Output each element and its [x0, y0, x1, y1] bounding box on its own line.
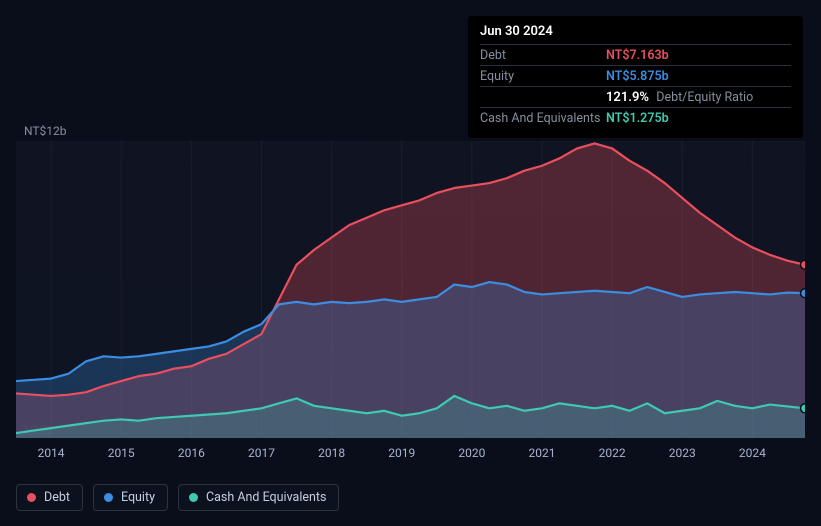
x-axis-tick: 2017: [248, 446, 275, 460]
x-axis-tick: 2022: [599, 446, 626, 460]
x-axis-tick: 2023: [669, 446, 696, 460]
tooltip-value: NT$7.163b: [606, 48, 669, 63]
tooltip-value: NT$5.875b: [606, 69, 669, 84]
tooltip-row-equity: Equity NT$5.875b: [480, 65, 791, 86]
tooltip-label: Cash And Equivalents: [480, 111, 606, 126]
x-axis-tick: 2024: [739, 446, 766, 460]
legend-label: Cash And Equivalents: [206, 490, 326, 505]
legend-label: Equity: [121, 490, 155, 505]
tooltip-ratio-pct: 121.9%: [606, 90, 649, 105]
x-axis-tick: 2014: [38, 446, 65, 460]
tooltip-label: [480, 90, 606, 105]
debt-dot-icon: [27, 493, 36, 502]
tooltip-row-cash: Cash And Equivalents NT$1.275b: [480, 107, 791, 128]
equity-dot-icon: [104, 493, 113, 502]
x-axis-tick: 2016: [178, 446, 205, 460]
legend-item-debt[interactable]: Debt: [16, 484, 83, 511]
x-axis-tick: 2019: [388, 446, 415, 460]
cash-dot-icon: [189, 493, 198, 502]
x-axis-tick: 2015: [108, 446, 135, 460]
tooltip-label: Debt: [480, 48, 606, 63]
tooltip-row-debt: Debt NT$7.163b: [480, 44, 791, 65]
tooltip-ratio-label: Debt/Equity Ratio: [656, 90, 753, 105]
tooltip-value: NT$1.275b: [606, 111, 669, 126]
x-axis: 2014 2015 2016 2017 2018 2019 2020 2021 2022 2023…: [16, 446, 805, 466]
legend-label: Debt: [44, 490, 70, 505]
tooltip-label: Equity: [480, 69, 606, 84]
x-axis-tick: 2018: [318, 446, 345, 460]
tooltip-row-ratio: 121.9% Debt/Equity Ratio: [480, 86, 791, 107]
chart-plot[interactable]: [16, 141, 805, 438]
chart-legend: Debt Equity Cash And Equivalents: [16, 484, 339, 511]
chart-svg: [16, 141, 805, 438]
tooltip-date: Jun 30 2024: [480, 24, 791, 39]
x-axis-tick: 2021: [529, 446, 556, 460]
legend-item-equity[interactable]: Equity: [93, 484, 168, 511]
y-axis-label-max: NT$12b: [24, 124, 67, 138]
x-axis-tick: 2020: [458, 446, 485, 460]
legend-item-cash[interactable]: Cash And Equivalents: [178, 484, 339, 511]
chart-tooltip: Jun 30 2024 Debt NT$7.163b Equity NT$5.8…: [468, 16, 803, 138]
chart-area[interactable]: NT$12b NT$0 2014201520162017201820192020…: [16, 124, 805, 464]
